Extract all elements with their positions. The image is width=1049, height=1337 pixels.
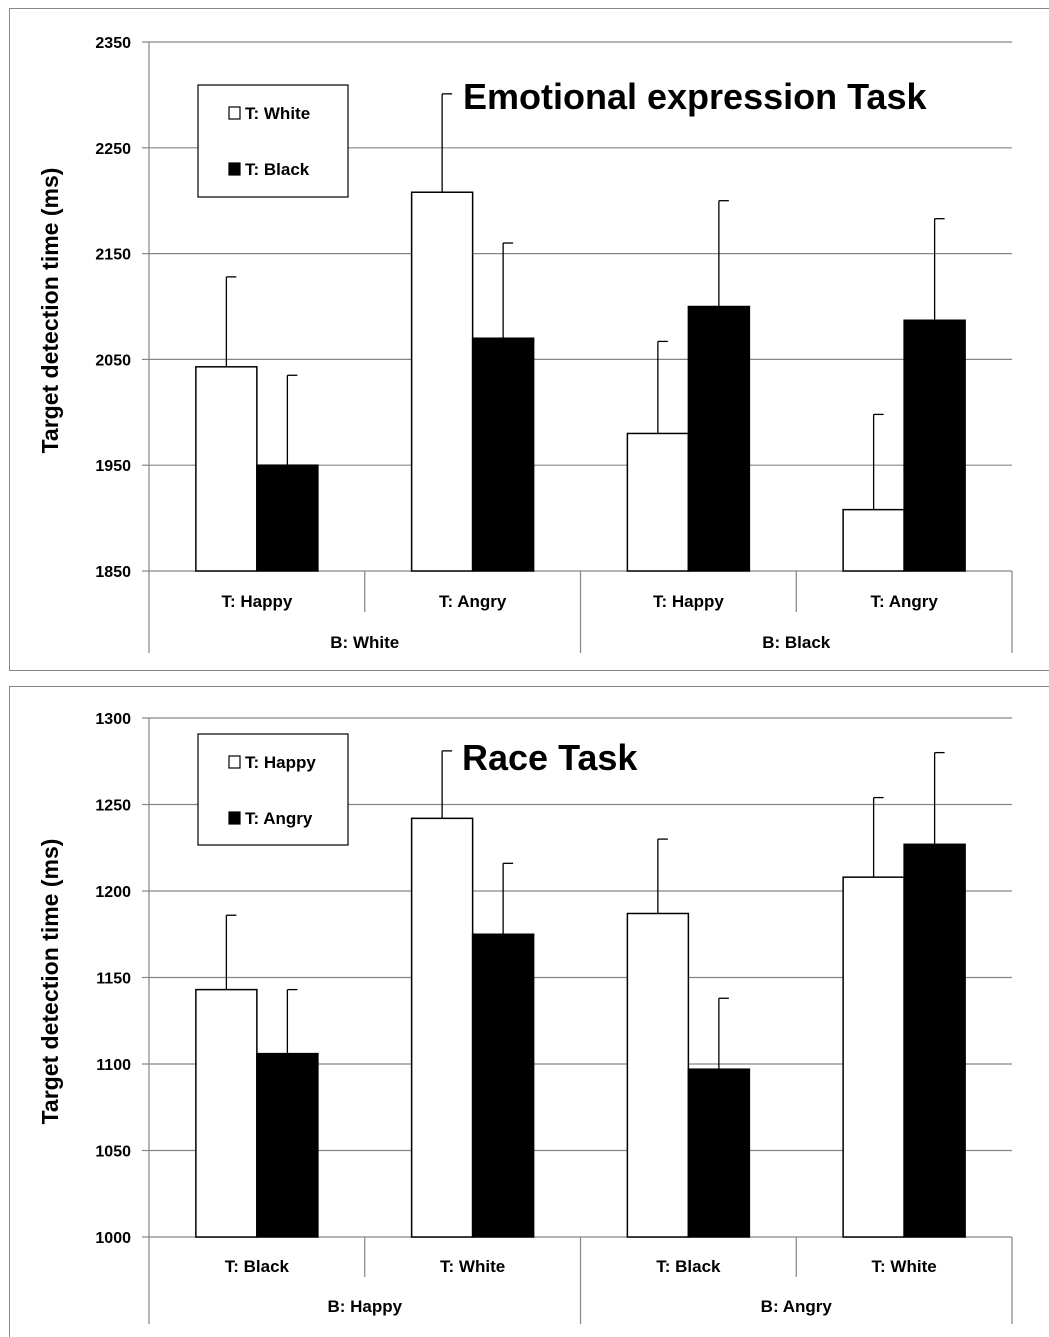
x-category-label: T: Black: [225, 1257, 290, 1276]
legend-label: T: Happy: [245, 753, 316, 772]
bar-white: [410, 191, 474, 572]
bar-white: [842, 508, 905, 572]
x-group-label: B: Black: [762, 633, 831, 652]
legend-swatch-black: [228, 162, 241, 176]
bar-white: [626, 912, 690, 1238]
chart-race: 1000 1050 1100 1150 1200 1250 1300 T: Black T: W…: [9, 686, 1049, 1337]
y-axis-label: Target detection time (ms): [37, 168, 63, 454]
bar-black: [471, 933, 535, 1238]
y-tick-label: 1050: [95, 1144, 131, 1161]
y-tick-label: 1100: [96, 1057, 131, 1074]
y-tick-label: 1950: [95, 458, 131, 475]
bar-white: [195, 366, 258, 572]
chart-emotional-expression: 1850 1950 2050 2150 2250 2350 T: Happy T: Angry…: [9, 8, 1049, 671]
bar-black: [471, 337, 535, 572]
bar-black: [687, 1068, 751, 1238]
legend-box: [197, 733, 349, 846]
legend-box: [197, 84, 349, 198]
legend-swatch-white: [228, 755, 241, 769]
x-category-label: T: White: [440, 1257, 505, 1276]
bar-black: [903, 843, 966, 1238]
x-category-label: T: Happy: [653, 592, 724, 611]
legend-swatch-white: [228, 106, 241, 120]
y-tick-label: 1150: [96, 971, 131, 988]
bar-white: [410, 817, 474, 1238]
bar-black: [256, 464, 319, 572]
chart-title: Race Task: [462, 737, 638, 778]
bar-black: [256, 1052, 319, 1238]
legend-label: T: Black: [245, 160, 310, 179]
y-tick-label: 1850: [95, 564, 131, 581]
x-category-label: T: Angry: [439, 592, 507, 611]
y-tick-label: 2250: [95, 141, 131, 158]
y-tick-label: 2150: [95, 247, 131, 264]
x-group-label: B: Angry: [761, 1297, 833, 1316]
chart-title: Emotional expression Task: [463, 76, 927, 117]
y-tick-label: 1200: [95, 884, 131, 901]
x-category-label: T: Angry: [870, 592, 938, 611]
bar-black: [687, 305, 751, 572]
x-category-label: T: Black: [656, 1257, 721, 1276]
x-group-label: B: White: [330, 633, 399, 652]
bar-white: [195, 988, 258, 1238]
x-category-label: T: White: [872, 1257, 937, 1276]
chart-panel-emotional-expression: 1850 1950 2050 2150 2250 2350 T: Happy T: Angry…: [9, 8, 1049, 671]
bar-white: [626, 432, 690, 572]
y-tick-label: 2050: [95, 352, 131, 369]
bar-white: [842, 876, 905, 1238]
x-group-label: B: Happy: [327, 1297, 402, 1316]
legend-swatch-black: [228, 811, 241, 825]
y-tick-label: 1300: [95, 711, 131, 728]
y-tick-label: 2350: [95, 35, 131, 52]
legend-label: T: White: [245, 104, 310, 123]
x-category-label: T: Happy: [221, 592, 292, 611]
y-axis-label: Target detection time (ms): [37, 839, 63, 1125]
y-tick-label: 1250: [95, 798, 131, 815]
legend-label: T: Angry: [245, 809, 313, 828]
chart-panel-race: 1000 1050 1100 1150 1200 1250 1300 T: Black T: W…: [0, 678, 1049, 1337]
bar-black: [903, 319, 966, 572]
y-tick-label: 1000: [95, 1230, 131, 1247]
